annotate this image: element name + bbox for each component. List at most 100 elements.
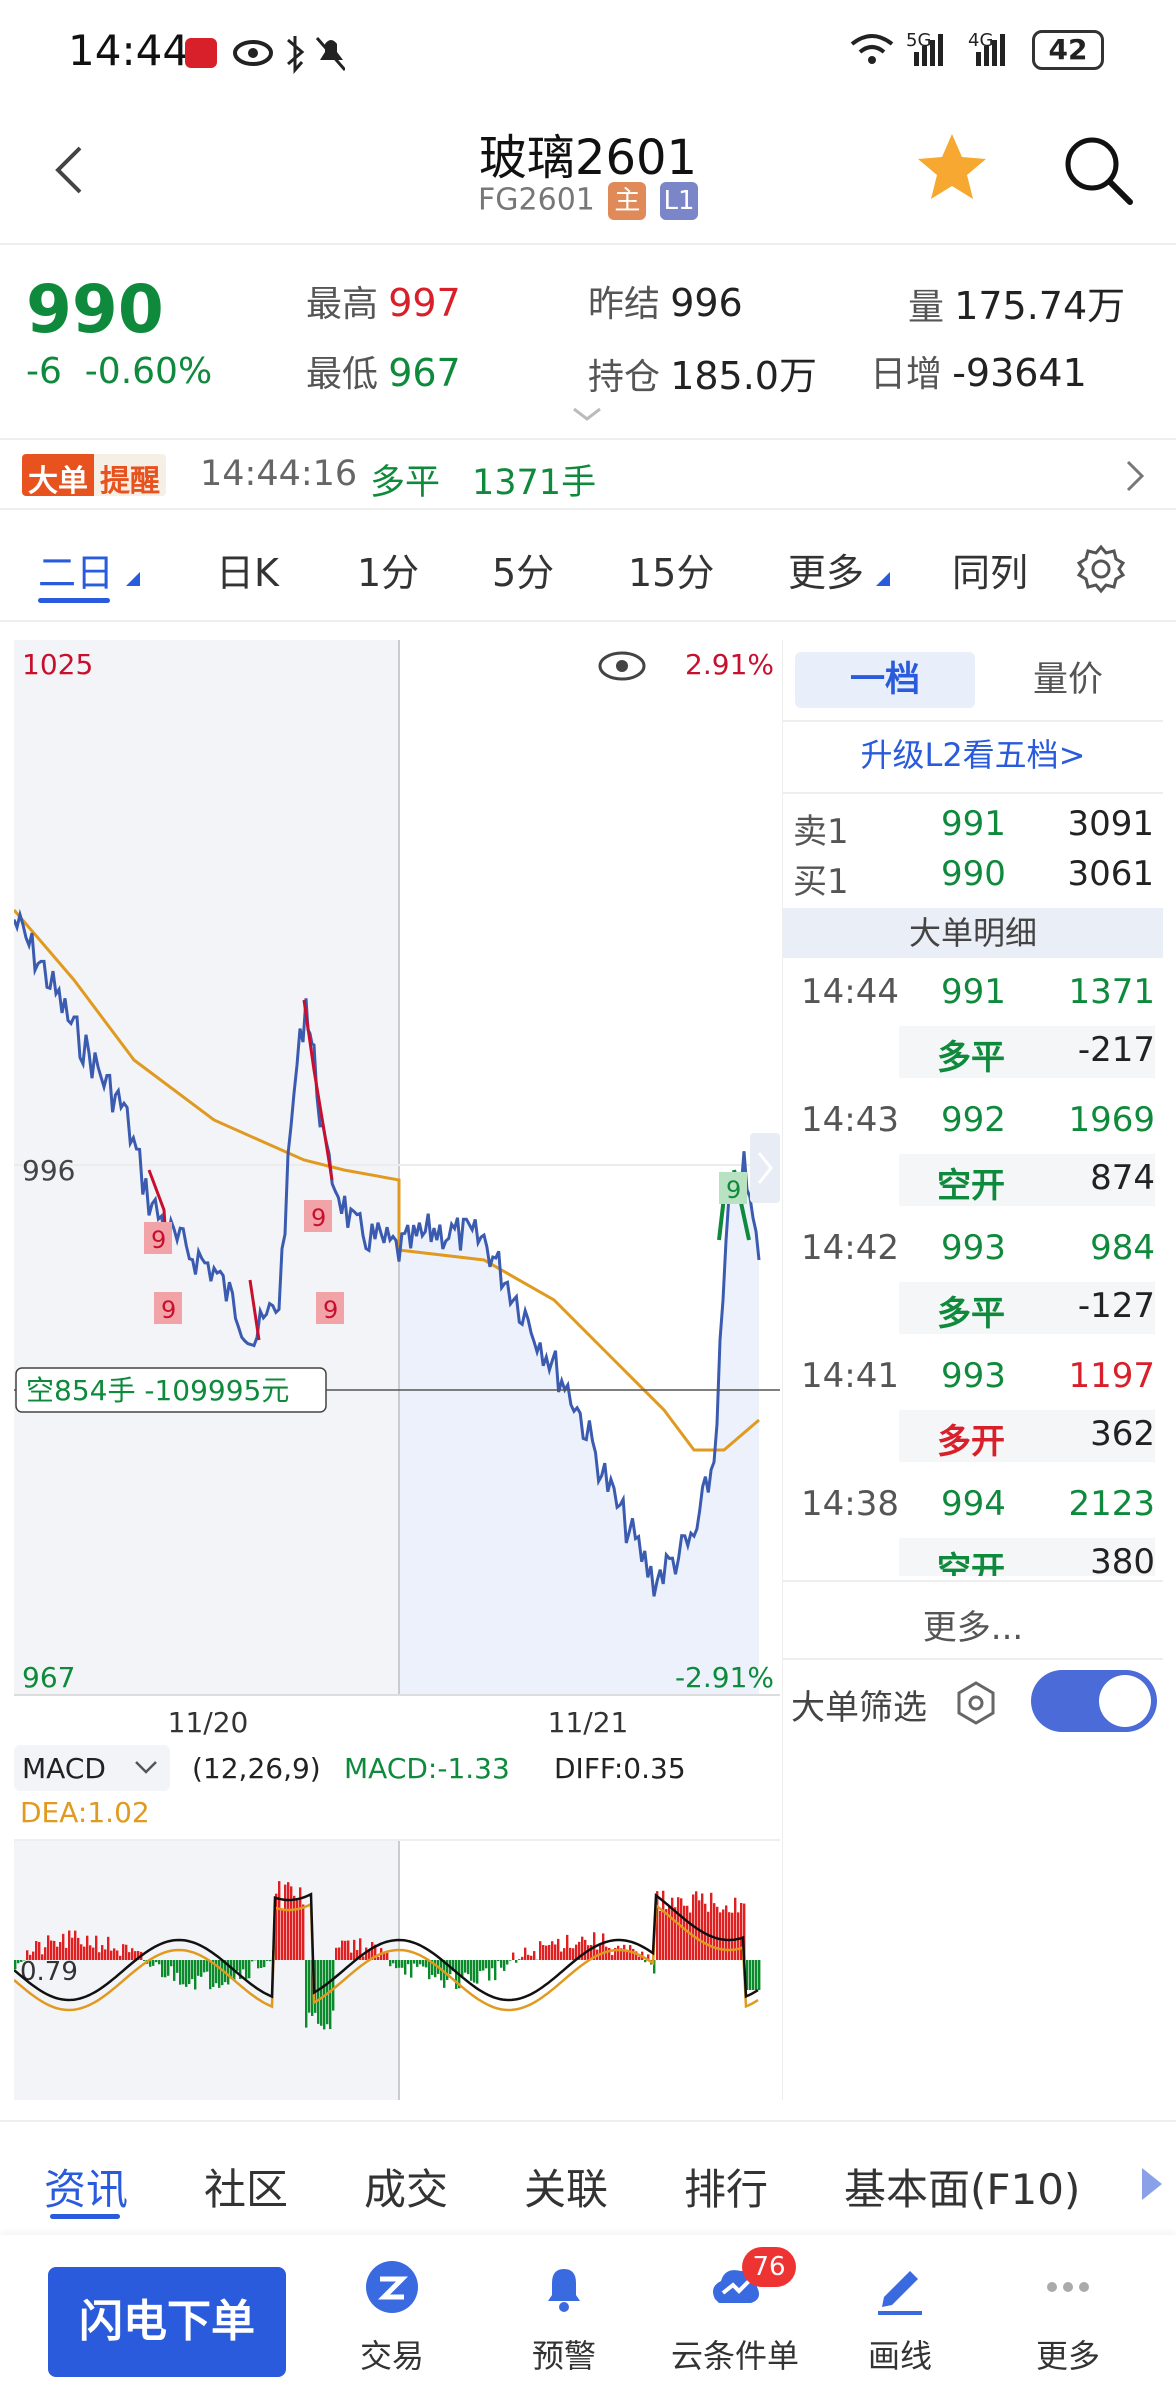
crosshair-label: 空854手 -109995元 xyxy=(26,1374,289,1407)
tab-more[interactable]: 更多 xyxy=(788,542,890,597)
svg-text:4G: 4G xyxy=(968,30,993,51)
trade-price: 993 xyxy=(941,1356,1006,1396)
trade-price: 993 xyxy=(941,1228,1006,1268)
svg-text:9: 9 xyxy=(311,1204,326,1232)
favorite-star-icon[interactable] xyxy=(912,128,992,208)
nav-cloud-order[interactable]: 云条件单 76 xyxy=(660,2247,810,2377)
nav-alert[interactable]: 预警 xyxy=(494,2257,634,2377)
tab-same-column[interactable]: 同列 xyxy=(952,551,1029,595)
tab-community[interactable]: 社区 xyxy=(204,2165,289,2214)
bid1-label: 买1 xyxy=(793,862,849,902)
signal-icons: 5G 4G xyxy=(850,30,1005,66)
trade-time: 14:44 xyxy=(801,972,899,1012)
volume-value: 175.74万 xyxy=(954,284,1126,328)
trade-type: 多开 xyxy=(937,1422,1005,1462)
alert-badge: 大单 提醒 xyxy=(22,454,166,499)
trade-delta: -127 xyxy=(1077,1286,1155,1326)
tab-related[interactable]: 关联 xyxy=(524,2165,609,2214)
status-time: 14:44 xyxy=(68,26,190,75)
side-collapse-handle[interactable] xyxy=(750,1133,780,1203)
expand-chevron-icon[interactable] xyxy=(572,405,602,425)
tab-two-day[interactable]: 二日 xyxy=(38,542,140,603)
prev-settle-value: 996 xyxy=(670,281,743,325)
open-interest-value: 185.0万 xyxy=(670,354,817,398)
bell-icon xyxy=(548,2269,580,2312)
alert-type: 多平 xyxy=(370,463,441,503)
settings-gear-icon[interactable] xyxy=(1076,544,1126,594)
main-contract-badge: 主 xyxy=(608,182,647,220)
dea-value: DEA:1.02 xyxy=(20,1796,150,1829)
header: 玻璃2601 FG2601 主 L1 xyxy=(0,100,1176,245)
svg-text:9: 9 xyxy=(726,1176,741,1204)
tab-trades[interactable]: 成交 xyxy=(364,2165,449,2214)
trade-volume: 1197 xyxy=(1068,1356,1155,1396)
level-badge: L1 xyxy=(659,182,698,220)
tab-volume-price[interactable]: 量价 xyxy=(1032,660,1103,700)
big-order-row: 14:42 993 984 多平 -127 xyxy=(783,1218,1163,1346)
tab-5min[interactable]: 5分 xyxy=(492,551,555,595)
trade-type: 空开 xyxy=(937,1550,1005,1576)
tab-1min[interactable]: 1分 xyxy=(357,551,420,595)
trade-volume: 2123 xyxy=(1068,1484,1155,1524)
high-label: 最高 xyxy=(306,284,379,325)
tab-ranking[interactable]: 排行 xyxy=(684,2165,769,2214)
big-order-filter-toggle[interactable] xyxy=(1031,1670,1157,1732)
diff-line xyxy=(13,1892,759,2002)
trade-delta: 362 xyxy=(1090,1414,1155,1454)
trade-type: 多平 xyxy=(937,1294,1005,1334)
top-price-label: 1025 xyxy=(22,648,93,681)
pencil-icon xyxy=(878,2271,922,2315)
intraday-chart[interactable]: 1025 996 967 2.91% -2.91% 9 9 9 9 9 空854… xyxy=(12,640,780,2100)
search-icon[interactable] xyxy=(1058,130,1138,210)
crosshair-tooltip xyxy=(15,1367,327,1413)
mid-price-label: 996 xyxy=(22,1154,75,1187)
svg-text:9: 9 xyxy=(323,1296,338,1324)
contract-code: FG2601 xyxy=(478,182,595,218)
ask1-volume: 3091 xyxy=(1067,804,1154,844)
indicator-selector[interactable] xyxy=(14,1745,170,1791)
period-tabs: 二日 日K 1分 5分 15分 更多 同列 xyxy=(0,512,1176,622)
trade-time: 14:42 xyxy=(801,1228,899,1268)
alert-amount: 1371手 xyxy=(472,463,597,503)
daily-increase-label: 日增 xyxy=(870,354,943,395)
big-order-alert-bar[interactable]: 大单 提醒 14:44:16 多平 1371手 xyxy=(0,440,1176,510)
volume-label: 量 xyxy=(908,287,945,328)
filter-settings-icon[interactable] xyxy=(953,1680,999,1726)
back-arrow-icon[interactable] xyxy=(40,140,100,200)
low-value: 967 xyxy=(388,351,461,395)
last-price: 990 xyxy=(26,271,164,348)
ask1-price: 991 xyxy=(941,804,1006,844)
nav-draw-line[interactable]: 画线 xyxy=(830,2257,970,2377)
eye-icon[interactable] xyxy=(598,651,646,681)
nav-more[interactable]: 更多 xyxy=(998,2257,1138,2377)
trade-price: 991 xyxy=(941,972,1006,1012)
tab-fundamentals[interactable]: 基本面(F10) xyxy=(844,2165,1081,2214)
status-bar: 14:44 5G 4G 42 xyxy=(0,0,1176,100)
trade-volume: 984 xyxy=(1090,1228,1155,1268)
big-order-row: 14:38 994 2123 空开 380 xyxy=(783,1474,1163,1576)
tab-news[interactable]: 资讯 xyxy=(44,2156,128,2219)
contract-code-row: FG2601 主 L1 xyxy=(0,182,1176,220)
order-book-panel: 一档 量价 升级L2看五档> 卖1 991 3091 买1 990 3061 大… xyxy=(782,640,1163,2100)
date-label-2: 11/21 xyxy=(548,1706,629,1739)
daily-increase-value: -93641 xyxy=(952,351,1087,395)
tab-15min[interactable]: 15分 xyxy=(628,551,715,595)
top-pct-label: 2.91% xyxy=(685,648,774,681)
page-title: 玻璃2601 xyxy=(478,130,698,186)
more-trades-link[interactable]: 更多... xyxy=(922,1608,1024,1648)
big-order-filter-label: 大单筛选 xyxy=(791,1688,927,1728)
cloud-order-badge: 76 xyxy=(742,2247,796,2287)
high-value: 997 xyxy=(388,281,461,325)
price-change: -6 -0.60% xyxy=(26,351,213,392)
svg-text:MACD: MACD xyxy=(22,1752,106,1785)
chart-svg[interactable]: 1025 996 967 2.91% -2.91% 9 9 9 9 9 空854… xyxy=(12,640,780,2100)
dea-line xyxy=(13,1902,759,2012)
upgrade-l2-link[interactable]: 升级L2看五档> xyxy=(860,736,1086,774)
tab-level1[interactable]: 一档 xyxy=(795,652,975,708)
scroll-right-arrow-icon[interactable] xyxy=(1138,2164,1168,2204)
tab-daily-k[interactable]: 日K xyxy=(216,551,279,595)
nav-trade[interactable]: 交易 xyxy=(322,2257,462,2377)
bid1-price: 990 xyxy=(941,854,1006,894)
trade-volume: 1969 xyxy=(1068,1100,1155,1140)
flash-order-button[interactable]: 闪电下单 xyxy=(48,2267,286,2377)
